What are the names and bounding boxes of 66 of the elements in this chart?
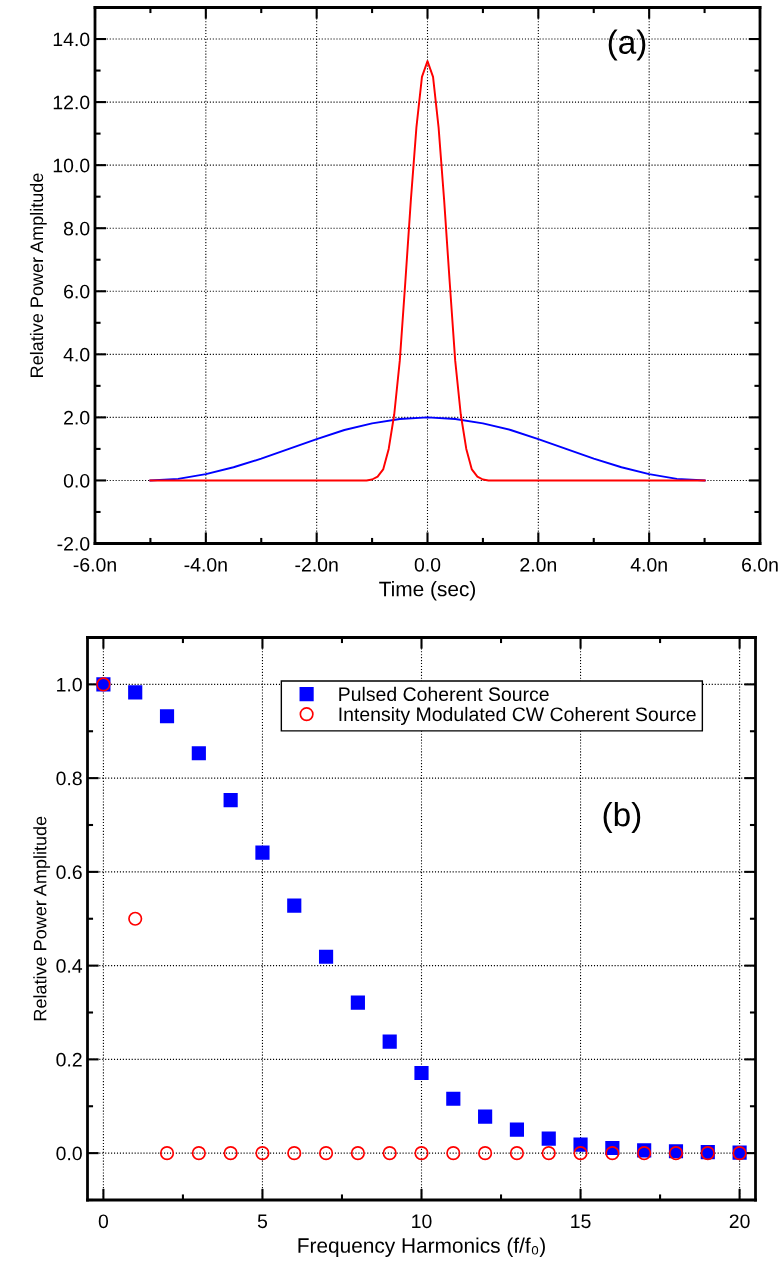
y-tick-label: 4.0 bbox=[63, 347, 90, 362]
annotation: (a) bbox=[608, 29, 646, 61]
y-tick-label: 10.0 bbox=[53, 158, 90, 173]
y-tick-label: 0.8 bbox=[56, 771, 82, 786]
point bbox=[255, 1146, 270, 1161]
legend-label: Pulsed Coherent Source bbox=[339, 686, 549, 702]
point bbox=[382, 1146, 397, 1161]
point bbox=[382, 1034, 397, 1049]
x-tick-label: -4.0n bbox=[184, 557, 227, 572]
y-tick-label: 0.2 bbox=[56, 1052, 82, 1067]
x-tick-label: 2.0n bbox=[520, 557, 556, 572]
x-axis-title: Time (sec) bbox=[379, 581, 476, 601]
point bbox=[255, 845, 270, 860]
y-tick-label: 0.6 bbox=[56, 865, 82, 880]
point bbox=[509, 1146, 525, 1161]
y-tick-label: 12.0 bbox=[53, 95, 90, 110]
y-tick-label: 0.0 bbox=[56, 1146, 82, 1161]
x-tick-label: 0.0 bbox=[414, 557, 441, 572]
point bbox=[573, 1146, 588, 1161]
y-axis-title: Relative Power Amplitude bbox=[33, 816, 51, 1021]
point bbox=[541, 1131, 556, 1146]
y-tick-label: 2.0 bbox=[64, 410, 90, 425]
x-tick-label: -6.0n bbox=[73, 557, 116, 572]
annotation: (b) bbox=[603, 801, 641, 834]
point bbox=[318, 949, 334, 964]
point bbox=[478, 1146, 493, 1161]
x-tick-label: 5 bbox=[257, 1214, 268, 1229]
point bbox=[223, 1146, 238, 1161]
x-tick-label: 0 bbox=[98, 1214, 109, 1229]
x-tick-label: 20 bbox=[729, 1214, 750, 1229]
point bbox=[128, 911, 143, 926]
point bbox=[509, 1122, 525, 1137]
x-axis-title: Frequency Harmonics (f/f₀) bbox=[298, 1237, 545, 1257]
y-tick-label: 6.0 bbox=[64, 284, 90, 299]
point bbox=[350, 995, 365, 1010]
y-tick-label: 0.0 bbox=[63, 473, 90, 488]
x-tick-label: 4.0n bbox=[630, 557, 667, 572]
y-tick-label: -2.0 bbox=[57, 536, 90, 551]
point bbox=[223, 793, 238, 808]
legend-label: Intensity Modulated CW Coherent Source bbox=[339, 706, 696, 725]
x-tick-label: -2.0n bbox=[295, 557, 338, 572]
y-axis-title: Relative Power Amplitude bbox=[29, 173, 47, 377]
point bbox=[287, 1146, 302, 1161]
x-tick-label: 15 bbox=[571, 1214, 591, 1229]
point bbox=[191, 746, 206, 761]
point bbox=[414, 1146, 429, 1161]
y-tick-label: 0.4 bbox=[56, 959, 83, 973]
x-tick-label: 6.0n bbox=[742, 557, 778, 572]
y-tick-label: 8.0 bbox=[63, 221, 90, 236]
point bbox=[159, 709, 175, 724]
point bbox=[446, 1091, 461, 1106]
point bbox=[159, 1146, 175, 1161]
point bbox=[128, 685, 143, 700]
point bbox=[478, 1109, 493, 1124]
y-tick-label: 1.0 bbox=[57, 677, 82, 692]
x-tick-label: 10 bbox=[412, 1214, 432, 1229]
point bbox=[350, 1146, 365, 1161]
point bbox=[287, 898, 302, 913]
point bbox=[191, 1146, 206, 1161]
line-series bbox=[149, 60, 706, 482]
point bbox=[541, 1146, 556, 1161]
point bbox=[318, 1146, 334, 1161]
point bbox=[414, 1065, 429, 1081]
y-tick-label: 14.0 bbox=[53, 32, 90, 47]
point bbox=[446, 1146, 461, 1161]
point bbox=[605, 1146, 620, 1161]
